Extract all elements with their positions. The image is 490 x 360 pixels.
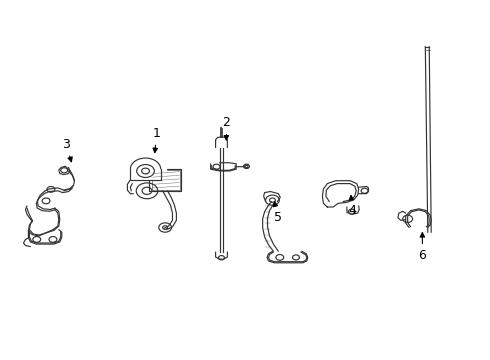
Text: 4: 4 (349, 195, 357, 217)
Text: 3: 3 (62, 138, 72, 162)
Text: 6: 6 (418, 233, 426, 262)
Text: 1: 1 (153, 127, 161, 153)
Text: 5: 5 (273, 202, 282, 224)
Text: 2: 2 (222, 116, 230, 140)
